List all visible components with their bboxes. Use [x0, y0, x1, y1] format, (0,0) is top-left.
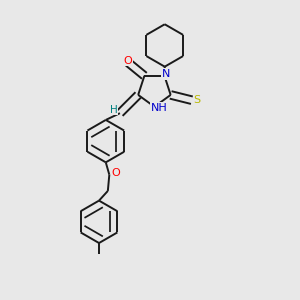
Text: O: O [124, 56, 133, 65]
Text: S: S [194, 95, 201, 105]
Text: NH: NH [151, 103, 168, 113]
Text: H: H [110, 105, 117, 115]
Text: N: N [162, 69, 171, 79]
Text: O: O [111, 168, 120, 178]
